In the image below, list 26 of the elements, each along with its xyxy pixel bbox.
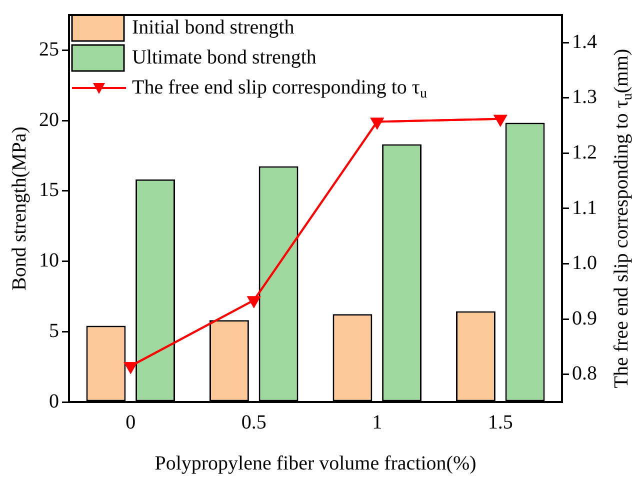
x-tick-label: 1.5 [488,411,513,434]
y2-tick-label: 1.3 [572,86,597,108]
y2-axis-title: The free end slip corresponding to τu(mm) [610,48,636,388]
y-axis-title: Bond strength(MPa) [8,126,30,290]
y2-tick-label: 1.4 [572,30,597,53]
y-tick-label: 25 [39,38,59,60]
y-tick-label: 15 [39,179,59,202]
point [370,118,384,129]
point [124,362,137,374]
point [248,296,260,308]
legend-label: Ultimate bond strength [132,46,316,68]
y2-tick-label: 1.0 [572,252,597,274]
y2-tick-label: 0.9 [572,307,597,330]
legend-label: Initial bond strength [132,16,294,38]
y-tick-label: 5 [49,320,59,342]
x-axis-title: Polypropylene fiber volume fraction(%) [154,452,476,474]
x-tick-label: 0 [126,411,136,434]
y2-tick-label: 0.8 [572,362,597,385]
y-tick-label: 0 [49,390,59,412]
y-tick-label: 10 [39,250,59,272]
y-tick-label: 20 [39,108,59,131]
x-tick-label: 0.5 [241,411,266,434]
point [494,114,507,126]
x-tick-label: 1 [372,411,382,434]
y2-tick-label: 1.1 [572,196,597,219]
y2-tick-label: 1.2 [572,141,597,164]
